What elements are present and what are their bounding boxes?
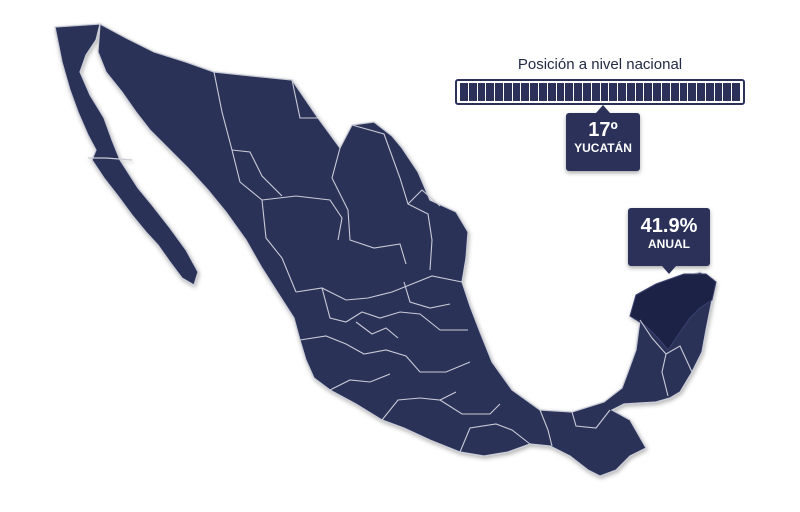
ranking-segment (556, 83, 565, 101)
state-border (88, 157, 133, 161)
mexico-mainland (97, 23, 715, 477)
ranking-segment (697, 83, 705, 101)
ranking-segment (574, 83, 582, 101)
ranking-segment (635, 83, 644, 101)
ranking-segment (591, 83, 600, 101)
state-borders (213, 71, 693, 453)
ranking-position: 17º (588, 119, 618, 141)
annual-change-value: 41.9% (640, 215, 698, 237)
ranking-segment (618, 83, 626, 101)
ranking-segment (539, 83, 547, 101)
ranking-segment (495, 83, 503, 101)
ranking-title: Posición a nivel nacional (517, 56, 683, 73)
ranking-segment (653, 83, 661, 101)
ranking-segment (679, 83, 688, 101)
ranking-segment (521, 83, 530, 101)
ranking-segment (582, 83, 591, 101)
ranking-segment (714, 83, 723, 101)
ranking-segment (732, 83, 740, 101)
ranking-segment (460, 83, 468, 101)
ranking-segment (468, 83, 477, 101)
state-name: YUCATÁN (574, 141, 632, 155)
ranking-segment (530, 83, 539, 101)
ranking-segment (565, 83, 574, 101)
ranking-bar (455, 79, 745, 105)
ranking-tag: 17º YUCATÁN (566, 105, 640, 171)
ranking-segment (609, 83, 618, 101)
ranking-segment (661, 83, 670, 101)
ranking-segment (723, 83, 732, 101)
ranking-segment (486, 83, 495, 101)
baja-california-peninsula (54, 23, 199, 286)
ranking-segment (705, 83, 714, 101)
ranking-segment (670, 83, 679, 101)
annual-change-tag: 41.9% ANUAL (628, 208, 710, 274)
ranking-segment (503, 83, 512, 101)
ranking-segment (477, 83, 486, 101)
ranking-segment (644, 83, 653, 101)
ranking-segment (512, 83, 521, 101)
ranking-segment (547, 83, 556, 101)
yucatan-state (629, 273, 717, 351)
ranking-segment (626, 83, 635, 101)
ranking-segment (600, 83, 609, 101)
annual-change-period: ANUAL (648, 237, 690, 251)
ranking-segment (688, 83, 697, 101)
